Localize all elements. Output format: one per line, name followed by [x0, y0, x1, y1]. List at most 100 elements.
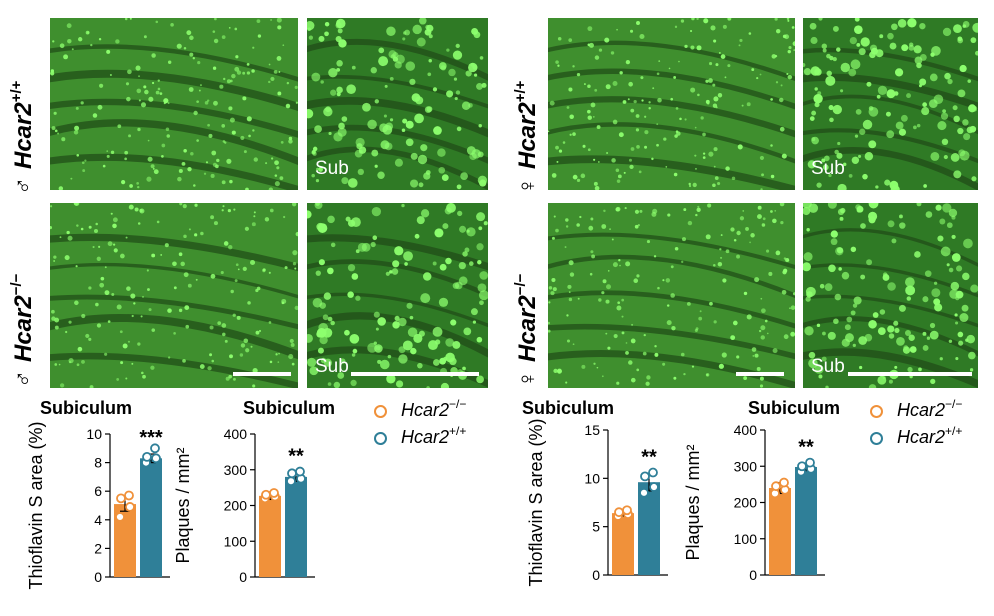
fluorescence-texture — [548, 18, 795, 190]
legend-genotype: +/+ — [449, 424, 467, 438]
scale-bar — [736, 372, 784, 376]
significance-marker: ** — [641, 447, 657, 469]
fluorescence-texture — [548, 203, 795, 388]
bar — [612, 513, 634, 575]
micrograph-female-ko-hippocampus — [548, 203, 795, 388]
legend-gene: Hcar2 — [897, 427, 946, 447]
bar — [769, 488, 791, 575]
legend-genotype: +/+ — [945, 424, 963, 438]
male-symbol: ♂ — [10, 177, 37, 195]
y-tick-label: 2 — [94, 540, 102, 556]
data-point — [640, 471, 650, 482]
y-tick-label: 0 — [749, 567, 757, 583]
data-point — [125, 502, 135, 512]
data-point — [286, 476, 296, 487]
data-point — [151, 453, 161, 464]
data-point — [614, 507, 624, 518]
subiculum-label: Sub — [315, 356, 349, 377]
data-point — [805, 457, 815, 468]
chart-title: Subiculum — [748, 398, 840, 418]
data-point — [287, 468, 297, 479]
micrograph-male-wt-subiculum: Sub — [307, 18, 488, 190]
scale-bar — [848, 372, 972, 376]
male-symbol: ♂ — [10, 370, 37, 388]
legend-right: Hcar2−/− Hcar2+/+ — [870, 397, 990, 457]
data-point — [115, 512, 125, 522]
y-tick-label: 200 — [224, 498, 248, 514]
y-tick-label: 15 — [584, 422, 600, 438]
fluorescence-texture — [803, 18, 978, 190]
chart-male-thioflavin-area: Subiculum Thioflavin S area (%) 0 2 4 6 8 10 *** — [26, 398, 170, 590]
legend-left: Hcar2−/− Hcar2+/+ — [374, 397, 494, 457]
scale-bar — [233, 372, 291, 376]
data-point — [116, 493, 126, 504]
fluorescence-texture — [803, 203, 978, 388]
data-point — [622, 505, 632, 516]
subiculum-label: Sub — [811, 356, 845, 377]
row-label-female-ko: ♀ Hcar2−/− — [512, 198, 542, 388]
data-point — [124, 490, 134, 501]
y-tick-label: 4 — [94, 512, 102, 528]
data-point — [142, 451, 152, 462]
chart-female-plaque-density: Subiculum Plaques / mm² 0 100 200 300 400 ** — [685, 398, 840, 583]
legend-marker — [374, 404, 387, 418]
y-tick-label: 6 — [94, 483, 102, 499]
female-symbol: ♀ — [514, 177, 541, 195]
y-tick-label: 100 — [734, 531, 758, 547]
y-axis-label: Thioflavin S area (%) — [526, 418, 546, 586]
bar — [795, 466, 817, 575]
legend-marker — [870, 431, 883, 445]
row-label-male-wt: ♂ Hcar2+/+ — [8, 5, 38, 195]
subiculum-label: Sub — [315, 158, 349, 179]
legend-genotype: −/− — [945, 397, 963, 411]
data-point — [649, 482, 659, 492]
row-label-female-wt: ♀ Hcar2+/+ — [512, 5, 542, 195]
bar — [114, 504, 136, 577]
micrograph-female-ko-subiculum: Sub — [803, 203, 978, 388]
y-tick-label: 10 — [86, 426, 102, 442]
data-point — [150, 443, 160, 454]
significance-marker: ** — [288, 446, 304, 468]
chart-title: Subiculum — [243, 398, 335, 418]
y-tick-label: 400 — [734, 422, 758, 438]
significance-marker: ** — [798, 436, 814, 458]
micrograph-male-ko-subiculum: Sub — [307, 203, 488, 388]
chart-male-plaque-density: Subiculum Plaques / mm² 0 100 200 300 400 ** — [175, 398, 335, 585]
data-point — [797, 461, 807, 472]
micrograph-female-wt-subiculum: Sub — [803, 18, 978, 190]
y-tick-label: 8 — [94, 455, 102, 471]
y-tick-label: 200 — [734, 495, 758, 511]
significance-marker: *** — [139, 427, 163, 449]
data-point — [269, 488, 279, 498]
legend-item-wildtype: Hcar2+/+ — [374, 424, 466, 448]
legend-item-wildtype: Hcar2+/+ — [870, 424, 962, 448]
legend-item-knockout: Hcar2−/− — [870, 397, 962, 421]
genotype: +/+ — [8, 80, 25, 103]
legend-marker — [870, 404, 883, 418]
gene-name: Hcar2 — [514, 102, 541, 169]
y-tick-label: 10 — [584, 470, 600, 486]
legend-gene: Hcar2 — [401, 400, 450, 420]
bar — [259, 495, 281, 577]
data-point — [779, 477, 789, 488]
fluorescence-texture — [50, 18, 298, 190]
fluorescence-texture — [307, 203, 488, 388]
scale-bar — [351, 372, 479, 376]
micrograph-female-wt-hippocampus — [548, 18, 795, 190]
subiculum-label: Sub — [811, 158, 845, 179]
legend-gene: Hcar2 — [401, 427, 450, 447]
micrograph-male-wt-hippocampus — [50, 18, 298, 190]
legend-marker — [374, 431, 387, 445]
data-point — [639, 487, 649, 498]
y-tick-label: 0 — [239, 569, 247, 585]
data-point — [771, 481, 781, 492]
y-tick-label: 400 — [224, 426, 248, 442]
y-axis-label: Plaques / mm² — [175, 447, 193, 563]
y-tick-label: 300 — [224, 462, 248, 478]
gene-name: Hcar2 — [514, 295, 541, 362]
legend-genotype: −/− — [449, 397, 467, 411]
row-label-male-ko: ♂ Hcar2−/− — [8, 198, 38, 388]
y-axis-label: Thioflavin S area (%) — [26, 421, 46, 589]
fluorescence-texture — [50, 203, 298, 388]
